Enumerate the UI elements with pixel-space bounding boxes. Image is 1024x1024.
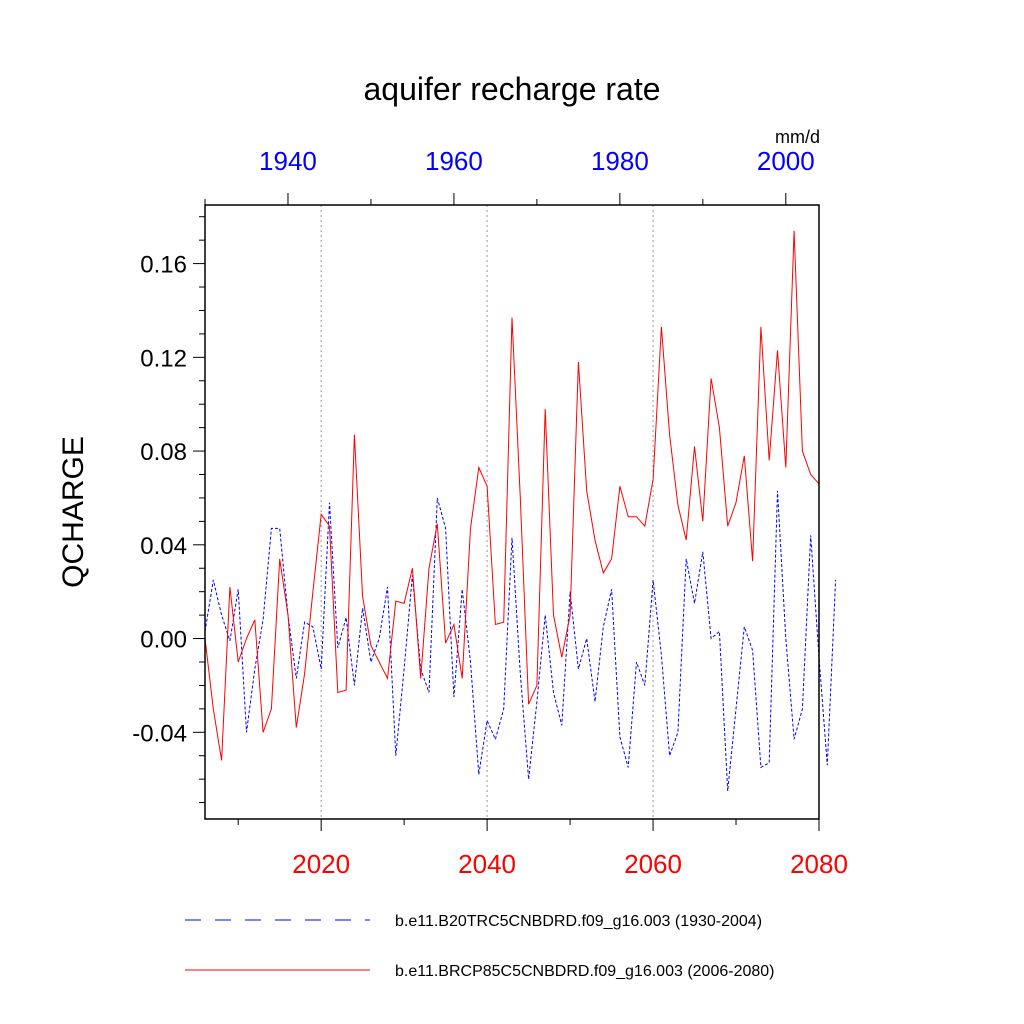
y-tick-label: 0.12 bbox=[140, 345, 187, 372]
plot-frame bbox=[204, 204, 820, 820]
legend: b.e11.B20TRC5CNBDRD.f09_g16.003 (1930-20… bbox=[185, 913, 774, 980]
grid-lines bbox=[320, 205, 654, 819]
x-top-tick-label: 1980 bbox=[591, 146, 649, 176]
units-label: mm/d bbox=[775, 127, 820, 147]
x-bottom-tick-label: 2060 bbox=[624, 849, 682, 879]
x-top-tick-label: 1940 bbox=[259, 146, 317, 176]
x-bottom-tick-label: 2040 bbox=[458, 849, 516, 879]
axis-ticks: 0.16 0.12 0.08 0.04 0.00 -0.04 2020 2040 2060 208… bbox=[132, 146, 848, 879]
x-top-tick-label: 1960 bbox=[425, 146, 483, 176]
y-tick-label: -0.04 bbox=[132, 720, 187, 747]
x-top-tick-label: 2000 bbox=[757, 146, 815, 176]
y-tick-label: 0.00 bbox=[140, 627, 187, 654]
legend-label-historical: b.e11.B20TRC5CNBDRD.f09_g16.003 (1930-20… bbox=[395, 913, 762, 930]
series-layer bbox=[204, 230, 837, 791]
legend-label-rcp85: b.e11.BRCP85C5CNBDRD.f09_g16.003 (2006-2… bbox=[395, 963, 774, 980]
x-bottom-tick-label: 2080 bbox=[790, 849, 848, 879]
series-line-historical bbox=[204, 490, 837, 791]
y-tick-label: 0.04 bbox=[140, 533, 187, 560]
y-axis-label: QCHARGE bbox=[57, 436, 90, 588]
series-line-rcp85 bbox=[204, 230, 820, 761]
chart-title: aquifer recharge rate bbox=[363, 71, 660, 107]
y-tick-label: 0.16 bbox=[140, 252, 187, 279]
y-tick-label: 0.08 bbox=[140, 439, 187, 466]
x-bottom-tick-label: 2020 bbox=[292, 849, 350, 879]
